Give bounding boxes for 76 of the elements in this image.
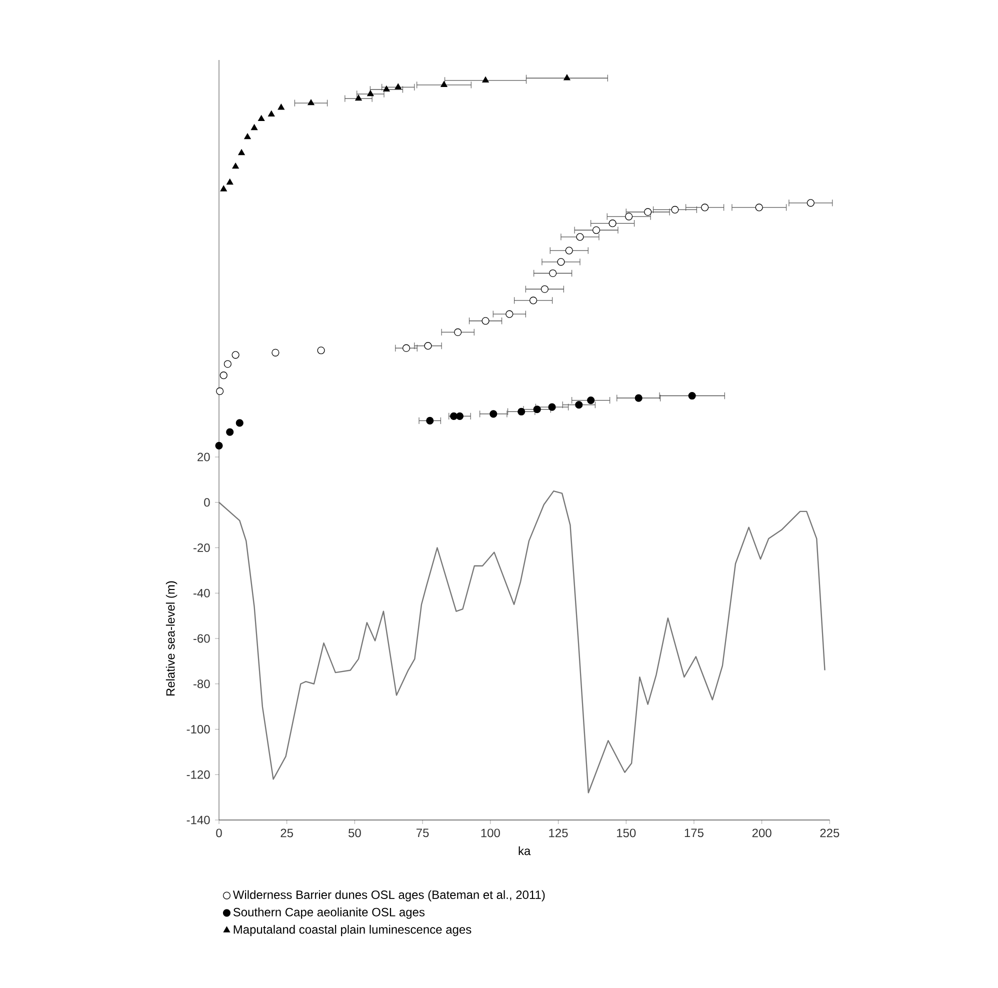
point [482, 317, 490, 325]
point [490, 410, 498, 418]
point [634, 394, 642, 402]
point [215, 442, 223, 450]
point [424, 342, 432, 350]
point [440, 81, 448, 88]
point [564, 74, 570, 80]
y-tick-label: 20 [198, 452, 210, 462]
x-tick-label: 25 [280, 828, 294, 838]
point [317, 346, 325, 354]
point [226, 178, 234, 185]
y-tick-label: -80 [193, 680, 210, 688]
point [308, 99, 314, 106]
point [456, 412, 464, 420]
point [454, 328, 462, 336]
point [587, 396, 595, 404]
x-tick-label: 0 [216, 828, 222, 838]
point [701, 204, 709, 212]
point [220, 186, 227, 192]
point [482, 76, 489, 82]
point [575, 401, 583, 409]
point [402, 344, 410, 352]
x-tick-label: 75 [416, 828, 429, 838]
point [394, 83, 402, 90]
x-tick-label: 175 [684, 828, 704, 838]
point [355, 94, 362, 101]
point [592, 226, 600, 234]
point [220, 372, 228, 380]
point [236, 419, 244, 427]
point [238, 149, 245, 156]
y-tick-label: -100 [186, 724, 210, 734]
y-tick-label: -20 [193, 544, 210, 552]
point [232, 351, 240, 359]
y-axis-title: Relative sea-level (m) [166, 581, 178, 696]
y-tick-label: -40 [193, 588, 210, 598]
y-tick-label: 0 [204, 498, 210, 507]
point [671, 206, 679, 214]
point [216, 387, 224, 396]
y-tick-label: -140 [186, 816, 210, 824]
point [226, 428, 234, 436]
point [576, 233, 584, 241]
point [258, 115, 265, 122]
x-tick-label: 100 [481, 828, 500, 838]
legend-label: Southern Cape aeolianite OSL ages [233, 908, 425, 919]
point [549, 269, 557, 278]
x-axis-title: ka [518, 846, 531, 856]
point [806, 199, 814, 207]
point [529, 296, 538, 304]
point [232, 162, 239, 169]
point [644, 208, 652, 216]
point [268, 110, 275, 117]
point [540, 285, 548, 293]
point [244, 133, 251, 140]
x-tick-label: 225 [820, 828, 840, 838]
point [224, 360, 232, 368]
x-tick-label: 200 [752, 828, 772, 838]
point [755, 204, 763, 212]
point [557, 258, 565, 266]
x-tick-label: 50 [348, 828, 361, 838]
legend-label: Wilderness Barrier dunes OSL ages (Bateman et al., 2011) [232, 890, 545, 902]
point [272, 348, 280, 356]
point [688, 392, 696, 400]
point [625, 212, 633, 220]
x-tick-label: 125 [549, 828, 568, 838]
point [250, 124, 258, 130]
x-tick-label: 150 [617, 828, 636, 838]
point [565, 246, 573, 254]
point [426, 416, 434, 425]
point [608, 220, 616, 228]
y-tick-label: -120 [186, 770, 210, 779]
point [506, 310, 514, 318]
line-series [218, 490, 826, 794]
legend-label: Maputaland coastal plain luminescence ages [234, 924, 472, 936]
point [278, 104, 284, 110]
y-tick-label: -60 [193, 634, 210, 643]
point [367, 90, 374, 96]
